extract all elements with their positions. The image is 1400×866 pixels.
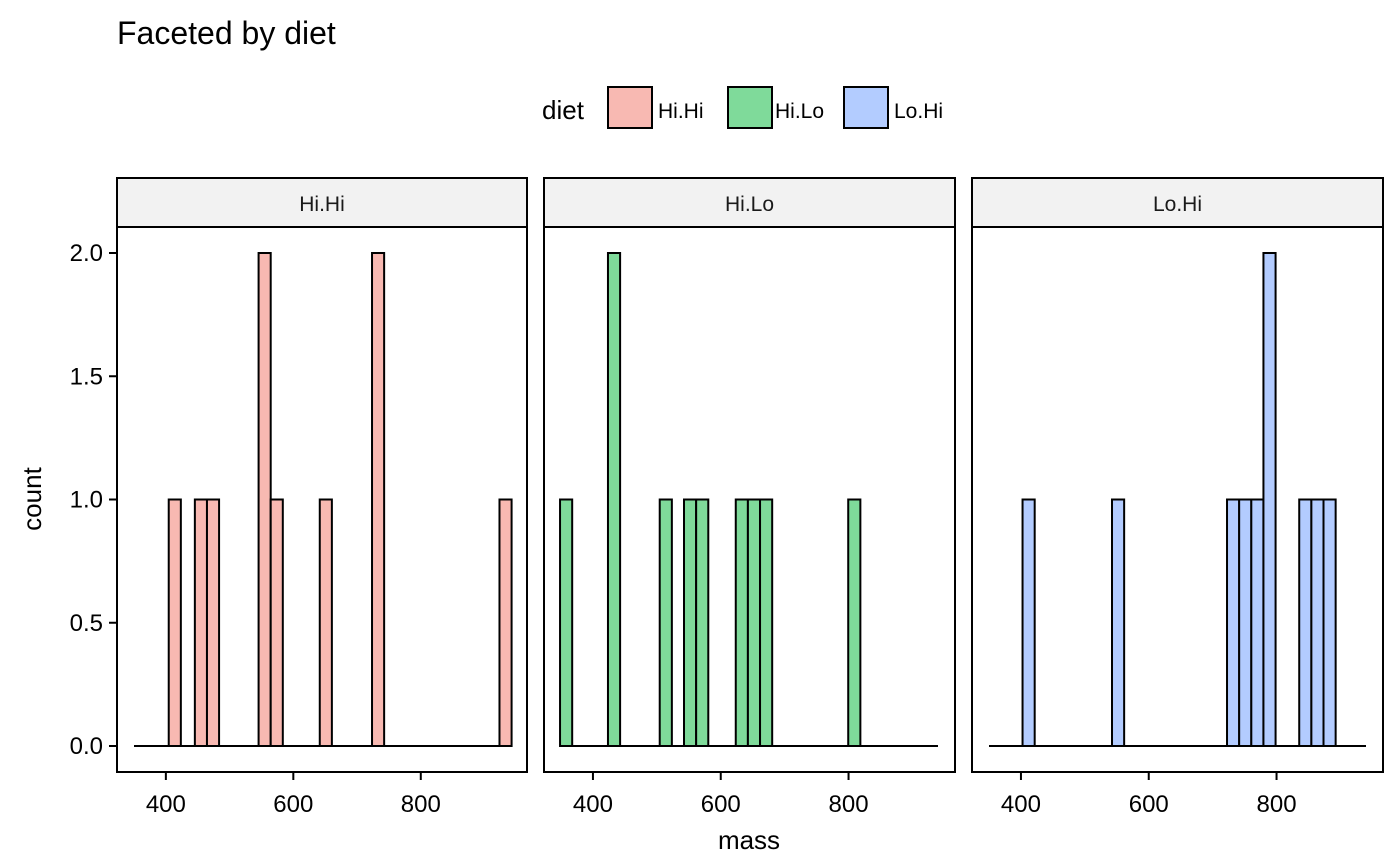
- x-tick-label-hi-lo-400: 400: [573, 791, 613, 818]
- legend-label-lo-hi: Lo.Hi: [894, 100, 943, 123]
- histogram-bar-hi-hi-7: [498, 498, 513, 747]
- histogram-bar-lo-hi-1: [1111, 498, 1126, 747]
- histogram-bar-hi-lo-3: [683, 498, 698, 747]
- facet-strip-label-hi-hi: Hi.Hi: [299, 193, 345, 216]
- histogram-bar-lo-hi-3: [1238, 498, 1253, 747]
- histogram-bar-hi-lo-4: [695, 498, 710, 747]
- x-tick-label-hi-hi-400: 400: [146, 791, 186, 818]
- legend-key-hi-lo: [727, 86, 773, 129]
- chart-title: Faceted by diet: [117, 15, 336, 51]
- x-tick-label-lo-hi-800: 800: [1257, 791, 1297, 818]
- x-tick-label-hi-hi-600: 600: [273, 791, 313, 818]
- x-tick-label-hi-hi-800: 800: [401, 791, 441, 818]
- histogram-bar-lo-hi-7: [1310, 498, 1325, 747]
- histogram-bar-lo-hi-2: [1226, 498, 1241, 747]
- x-tick-label-lo-hi-400: 400: [1001, 791, 1041, 818]
- histogram-bar-hi-hi-6: [371, 252, 386, 747]
- histogram-bar-hi-lo-5: [734, 498, 749, 747]
- histogram-bar-lo-hi-4: [1250, 498, 1265, 747]
- histogram-bar-hi-hi-0: [167, 498, 182, 747]
- histogram-bar-hi-hi-2: [205, 498, 221, 747]
- x-axis-title: mass: [718, 825, 780, 855]
- histogram-bar-hi-hi-4: [269, 498, 284, 747]
- y-tick-label-0: 0.0: [70, 733, 103, 760]
- histogram-bar-hi-lo-8: [847, 498, 862, 747]
- y-axis-title: count: [17, 466, 47, 530]
- y-tick-label-1: 0.5: [70, 610, 103, 637]
- legend-key-lo-hi: [843, 86, 889, 129]
- histogram-bar-hi-lo-2: [658, 498, 673, 747]
- histogram-bar-hi-hi-1: [193, 498, 208, 747]
- y-tick-label-4: 2.0: [70, 240, 103, 267]
- legend-label-hi-hi: Hi.Hi: [658, 100, 704, 123]
- histogram-bar-hi-hi-5: [318, 498, 333, 747]
- facet-strip-label-lo-hi: Lo.Hi: [1153, 193, 1202, 216]
- histogram-bar-hi-lo-7: [759, 498, 774, 747]
- legend-title: diet: [542, 95, 585, 125]
- histogram-bar-hi-lo-6: [746, 498, 762, 747]
- x-tick-label-lo-hi-600: 600: [1129, 791, 1169, 818]
- facet-strip-hi-lo: [543, 177, 956, 228]
- histogram-bar-lo-hi-0: [1021, 498, 1036, 747]
- y-tick-label-3: 1.5: [70, 363, 103, 390]
- histogram-bar-hi-lo-0: [559, 498, 574, 747]
- histogram-bar-lo-hi-6: [1298, 498, 1313, 747]
- facet-strip-hi-hi: [116, 177, 528, 228]
- legend-label-hi-lo: Hi.Lo: [775, 100, 824, 123]
- histogram-bar-lo-hi-8: [1322, 498, 1337, 747]
- y-tick-label-2: 1.0: [70, 487, 103, 514]
- facet-strip-label-hi-lo: Hi.Lo: [725, 193, 774, 216]
- x-tick-label-hi-lo-600: 600: [701, 791, 741, 818]
- histogram-bar-hi-lo-1: [606, 252, 622, 747]
- facet-strip-lo-hi: [971, 177, 1384, 228]
- histogram-bar-hi-hi-3: [257, 252, 272, 747]
- legend-key-hi-hi: [607, 86, 653, 129]
- x-tick-label-hi-lo-800: 800: [829, 791, 869, 818]
- histogram-bar-lo-hi-5: [1262, 252, 1277, 747]
